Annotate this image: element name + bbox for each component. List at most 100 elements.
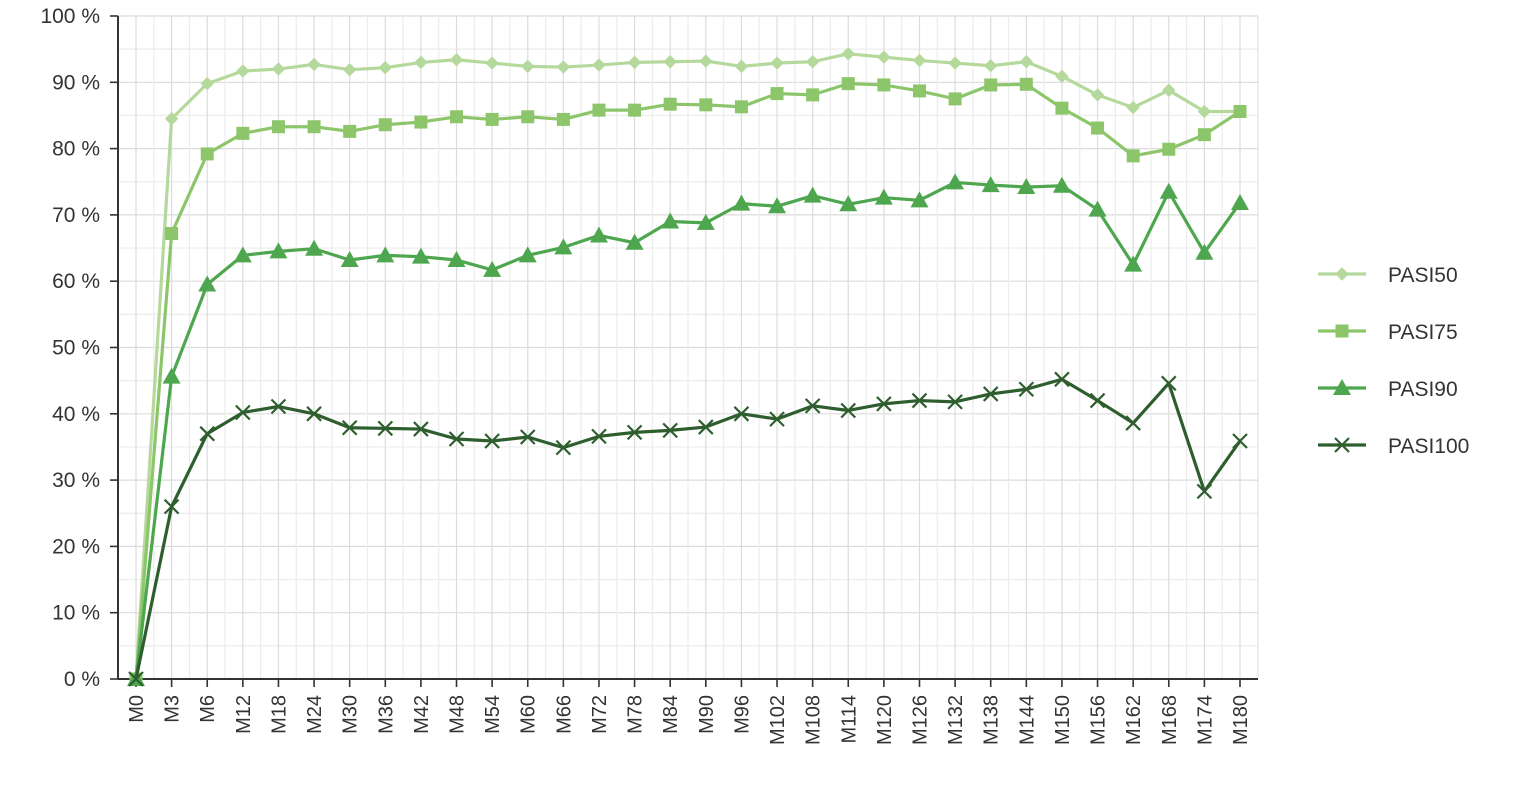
data-point-pasi50 — [912, 53, 927, 68]
x-tick-label: M0 — [126, 695, 148, 723]
data-point-pasi50 — [1090, 88, 1105, 102]
data-point-pasi75 — [984, 78, 998, 92]
data-point-pasi100 — [769, 411, 785, 427]
data-point-pasi100 — [840, 402, 857, 419]
y-tick-label: 50 % — [52, 337, 100, 360]
series-line-pasi100 — [134, 377, 1242, 680]
data-point-pasi90 — [305, 239, 324, 256]
data-point-pasi100 — [804, 398, 821, 414]
data-point-pasi50 — [485, 56, 499, 70]
data-point-pasi100 — [163, 498, 180, 515]
data-point-pasi75 — [770, 87, 784, 101]
data-point-pasi50 — [342, 62, 357, 77]
data-point-pasi100 — [413, 421, 429, 437]
data-point-pasi100 — [306, 406, 322, 422]
data-point-pasi100 — [1018, 381, 1035, 398]
data-point-pasi100 — [1054, 371, 1070, 388]
data-point-pasi75 — [271, 120, 285, 134]
data-point-pasi75 — [1197, 128, 1211, 142]
data-point-pasi90 — [1052, 176, 1071, 193]
y-tick-label: 80 % — [52, 138, 100, 161]
data-point-pasi90 — [376, 246, 395, 263]
x-tick-label: M18 — [268, 695, 290, 734]
data-point-pasi90 — [162, 367, 181, 384]
data-point-pasi50 — [164, 112, 179, 126]
data-point-pasi75 — [1091, 121, 1105, 135]
data-point-pasi75 — [236, 126, 250, 140]
data-point-pasi90 — [198, 275, 217, 292]
legend-item-pasi75: PASI75 — [1318, 321, 1458, 344]
data-point-pasi75 — [485, 112, 499, 126]
data-point-pasi75 — [628, 103, 642, 117]
data-point-pasi100 — [698, 419, 714, 435]
series-pasi100 — [128, 371, 1248, 687]
data-point-pasi50 — [556, 60, 571, 74]
data-point-pasi100 — [235, 404, 251, 421]
x-tick-label: M174 — [1194, 695, 1216, 745]
data-point-pasi100 — [876, 396, 892, 412]
x-tick-label: M42 — [411, 695, 433, 734]
legend-marker — [1334, 437, 1350, 453]
x-tick-label: M180 — [1230, 695, 1252, 745]
data-point-pasi50 — [734, 59, 749, 74]
y-tick-label: 70 % — [52, 204, 100, 227]
data-point-pasi100 — [1196, 483, 1213, 500]
data-point-pasi75 — [1019, 77, 1033, 91]
y-tick-label: 40 % — [52, 403, 100, 426]
data-point-pasi100 — [591, 428, 607, 445]
x-tick-label: M138 — [981, 695, 1003, 745]
data-point-pasi90 — [803, 186, 822, 203]
x-tick-label: M84 — [660, 695, 682, 734]
x-tick-label: M6 — [197, 695, 219, 723]
data-point-pasi100 — [1089, 392, 1106, 409]
data-point-pasi50 — [307, 57, 321, 72]
data-point-pasi90 — [625, 233, 644, 250]
data-point-pasi100 — [128, 671, 144, 687]
data-point-pasi90 — [483, 260, 502, 277]
legend-label: PASI75 — [1388, 321, 1458, 344]
x-tick-label: M144 — [1016, 695, 1038, 745]
data-point-pasi90 — [661, 212, 680, 229]
data-point-pasi50 — [1162, 83, 1176, 97]
data-point-pasi90 — [269, 242, 288, 259]
data-point-pasi90 — [732, 194, 751, 211]
data-point-pasi50 — [1055, 69, 1069, 84]
data-point-pasi75 — [307, 120, 321, 134]
legend-item-pasi50: PASI50 — [1318, 264, 1458, 287]
data-point-pasi90 — [910, 191, 929, 208]
y-tick-label: 100 % — [40, 5, 100, 28]
data-point-pasi50 — [948, 56, 962, 70]
data-point-pasi100 — [448, 431, 465, 447]
data-point-pasi90 — [554, 238, 573, 255]
data-point-pasi90 — [1124, 255, 1143, 272]
data-point-pasi50 — [521, 59, 535, 74]
x-tick-label: M60 — [518, 695, 540, 734]
data-point-pasi75 — [663, 97, 677, 111]
data-point-pasi50 — [699, 54, 713, 68]
data-point-pasi50 — [414, 55, 428, 70]
x-tick-label: M108 — [803, 695, 825, 745]
data-point-pasi90 — [340, 250, 359, 267]
legend: PASI50 PASI75 PASI90 PASI100 — [1318, 264, 1469, 458]
data-point-pasi75 — [948, 92, 962, 106]
data-point-pasi50 — [449, 53, 464, 67]
data-point-pasi75 — [165, 226, 179, 240]
x-tick-label: M24 — [304, 695, 326, 734]
legend-label: PASI100 — [1388, 435, 1469, 458]
series-pasi90 — [127, 173, 1249, 686]
data-point-pasi90 — [1195, 243, 1214, 260]
data-point-pasi100 — [1232, 433, 1248, 449]
data-point-pasi90 — [1159, 182, 1178, 199]
data-point-pasi100 — [341, 419, 358, 436]
data-point-pasi100 — [911, 392, 928, 409]
x-tick-label: M162 — [1123, 695, 1145, 745]
data-point-pasi75 — [378, 118, 392, 132]
x-tick-label: M96 — [731, 695, 753, 734]
data-point-pasi50 — [1126, 100, 1140, 115]
x-tick-label: M90 — [696, 695, 718, 734]
data-point-pasi50 — [592, 58, 606, 72]
x-tick-label: M3 — [162, 695, 184, 723]
data-point-pasi50 — [805, 55, 820, 69]
data-point-pasi100 — [270, 398, 287, 415]
